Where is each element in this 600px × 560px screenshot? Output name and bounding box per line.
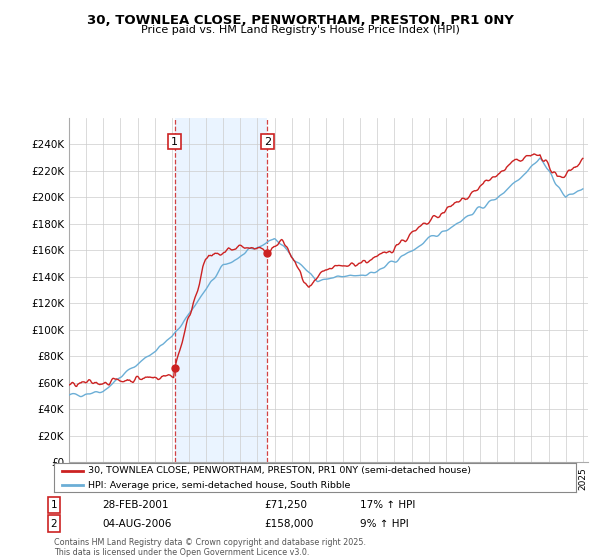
Text: HPI: Average price, semi-detached house, South Ribble: HPI: Average price, semi-detached house,… xyxy=(88,481,350,490)
Text: 28-FEB-2001: 28-FEB-2001 xyxy=(102,500,169,510)
Text: 9% ↑ HPI: 9% ↑ HPI xyxy=(360,519,409,529)
Text: 2: 2 xyxy=(264,137,271,147)
Text: 1: 1 xyxy=(171,137,178,147)
Text: 04-AUG-2006: 04-AUG-2006 xyxy=(102,519,172,529)
Text: £71,250: £71,250 xyxy=(264,500,307,510)
Text: 17% ↑ HPI: 17% ↑ HPI xyxy=(360,500,415,510)
Text: Price paid vs. HM Land Registry's House Price Index (HPI): Price paid vs. HM Land Registry's House … xyxy=(140,25,460,35)
Text: Contains HM Land Registry data © Crown copyright and database right 2025.
This d: Contains HM Land Registry data © Crown c… xyxy=(54,538,366,557)
Text: 1: 1 xyxy=(50,500,58,510)
Text: £158,000: £158,000 xyxy=(264,519,313,529)
Text: 30, TOWNLEA CLOSE, PENWORTHAM, PRESTON, PR1 0NY (semi-detached house): 30, TOWNLEA CLOSE, PENWORTHAM, PRESTON, … xyxy=(88,466,471,475)
Text: 30, TOWNLEA CLOSE, PENWORTHAM, PRESTON, PR1 0NY: 30, TOWNLEA CLOSE, PENWORTHAM, PRESTON, … xyxy=(86,14,514,27)
Bar xyxy=(175,118,268,462)
Text: 2: 2 xyxy=(50,519,58,529)
